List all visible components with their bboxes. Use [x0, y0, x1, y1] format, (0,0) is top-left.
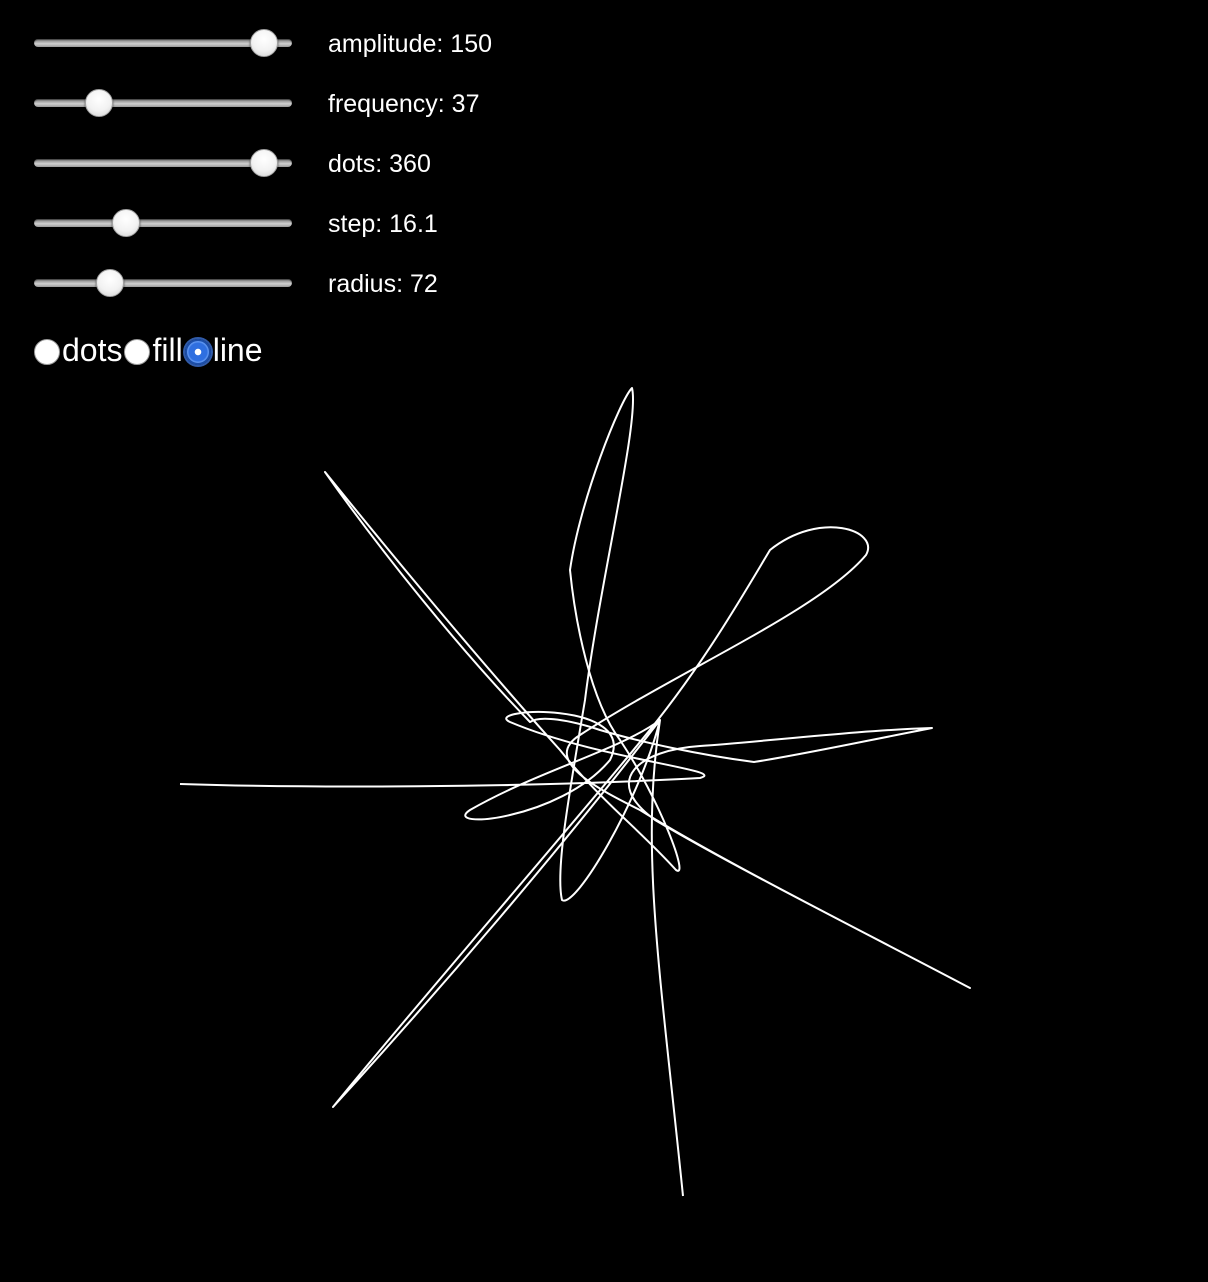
radio-fill-label[interactable]: fill: [152, 332, 183, 368]
amplitude-label: amplitude: 150: [328, 30, 493, 58]
frequency-label: frequency: 37: [328, 90, 480, 118]
frequency-slider[interactable]: [34, 89, 292, 117]
wave-line: [179, 387, 971, 1197]
radio-dots[interactable]: [34, 339, 60, 365]
frequency-slider-thumb[interactable]: [84, 89, 113, 117]
radius-slider[interactable]: [34, 269, 292, 297]
radius-label: radius: 72: [328, 270, 438, 298]
step-slider-thumb[interactable]: [112, 209, 141, 237]
dots-slider-thumb[interactable]: [250, 149, 279, 177]
step-label: step: 16.1: [328, 210, 438, 238]
dots-label: dots: 360: [328, 150, 431, 178]
radio-line-label[interactable]: line: [212, 332, 263, 368]
drawing-canvas: [0, 370, 1208, 1270]
radius-slider-row: radius: 72: [34, 263, 634, 303]
radius-slider-thumb[interactable]: [96, 269, 125, 297]
draw-mode-group: dots fill line: [34, 330, 265, 370]
step-slider[interactable]: [34, 209, 292, 237]
radio-fill[interactable]: [124, 339, 151, 365]
dots-slider[interactable]: [34, 149, 292, 177]
drawing-svg: [179, 387, 971, 1197]
radio-dots-label[interactable]: dots: [62, 332, 123, 368]
amplitude-slider[interactable]: [34, 29, 292, 57]
radio-line[interactable]: [184, 339, 211, 365]
step-slider-row: step: 16.1: [34, 203, 634, 243]
frequency-slider-row: frequency: 37: [34, 83, 634, 123]
amplitude-slider-thumb[interactable]: [250, 29, 279, 57]
amplitude-slider-row: amplitude: 150: [34, 23, 634, 63]
dots-slider-row: dots: 360: [34, 143, 634, 183]
